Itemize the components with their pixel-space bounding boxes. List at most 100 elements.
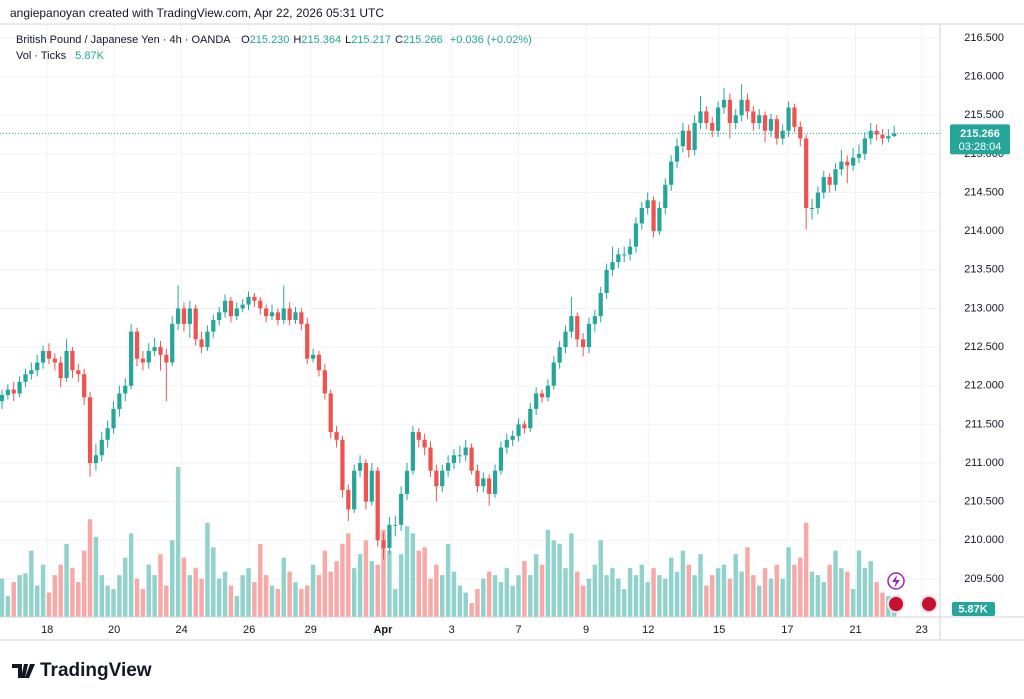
volume-bar: [686, 564, 692, 617]
candle-body: [46, 350, 52, 359]
candle-body: [252, 296, 257, 301]
volume-bar: [833, 550, 838, 617]
candle-body: [721, 99, 727, 108]
plot-area: [0, 24, 940, 617]
candle-body: [892, 133, 897, 137]
volume-bar: [140, 589, 146, 617]
volume-bar: [228, 585, 234, 617]
volume-bar: [850, 589, 856, 617]
volume-bar: [821, 582, 827, 617]
candle-body: [434, 470, 439, 487]
volume-bar: [240, 575, 245, 617]
x-tick-label: 9: [583, 624, 589, 636]
candle-body: [674, 146, 680, 162]
candle-body: [316, 354, 322, 371]
volume-bar: [522, 561, 527, 617]
volume-bar: [645, 582, 650, 617]
volume-bar: [710, 575, 715, 617]
volume-tag: [952, 602, 995, 616]
volume-bar: [222, 571, 228, 617]
volume-title: Vol · Ticks: [16, 50, 67, 62]
x-tick-label: 15: [713, 624, 725, 636]
candle-body: [440, 470, 445, 487]
volume-bar: [105, 585, 110, 617]
volume-bar: [357, 554, 363, 617]
candle-body: [481, 478, 486, 487]
candle-body: [393, 524, 398, 526]
candle-body: [269, 312, 275, 317]
candle-body: [146, 350, 151, 363]
candle-body: [534, 393, 539, 409]
volume-bar: [340, 543, 345, 617]
candle-body: [17, 381, 22, 394]
volume-bar: [768, 578, 774, 617]
volume-bar: [158, 554, 163, 617]
candle-body: [375, 470, 380, 541]
candle-body: [733, 115, 738, 123]
volume-bar: [463, 592, 468, 617]
volume-bar: [193, 568, 198, 617]
candle-body: [727, 99, 732, 123]
candle-body: [633, 223, 639, 247]
volume-bar: [528, 575, 533, 617]
volume-bar: [475, 589, 480, 617]
volume-bar: [721, 564, 727, 617]
flag-icon[interactable]: [920, 595, 938, 613]
candle-body: [833, 169, 838, 185]
candle-body: [52, 358, 57, 363]
volume-bar: [169, 540, 175, 617]
volume-bar: [668, 557, 674, 617]
x-tick-label: 24: [175, 624, 187, 636]
volume-bar: [809, 571, 815, 617]
legend-value: 215.266: [403, 34, 443, 46]
candle-body: [610, 262, 615, 270]
volume-bar: [486, 571, 492, 617]
volume-bar: [551, 540, 556, 617]
x-tick-label: 29: [305, 624, 317, 636]
candle-body: [622, 254, 627, 256]
candle-body: [352, 470, 357, 510]
volume-bar: [586, 578, 592, 617]
candle-body: [686, 130, 691, 151]
volume-bar: [134, 578, 140, 617]
candle-body: [35, 362, 40, 371]
candle-body: [792, 107, 797, 127]
volume-bar: [64, 543, 69, 617]
volume-bar: [99, 575, 105, 617]
volume-bar: [422, 547, 427, 617]
candle-body: [275, 312, 280, 321]
candle-body: [70, 350, 75, 371]
candle-body: [387, 524, 392, 548]
candle-body: [5, 389, 10, 395]
volume-bar: [786, 547, 791, 617]
x-tick-label: 21: [849, 624, 861, 636]
volume-bar: [87, 519, 93, 617]
volume-bar: [76, 582, 81, 617]
candle-body: [522, 424, 527, 429]
candle-body: [669, 161, 674, 185]
candle-body: [111, 408, 116, 429]
volume-bar: [187, 575, 193, 617]
volume-bar: [504, 568, 510, 617]
volume-bar: [651, 568, 656, 617]
volume-bar: [40, 564, 46, 617]
candle-body: [445, 462, 451, 471]
y-tick-label: 209.500: [964, 573, 1004, 585]
candle-body: [287, 308, 292, 321]
volume-bar: [657, 575, 662, 617]
candle-body: [651, 200, 656, 232]
volume-legend: Vol · Ticks 5.87K: [16, 50, 105, 62]
candle-body: [716, 107, 721, 131]
volume-bar: [580, 585, 586, 617]
y-tick-label: 211.500: [965, 418, 1004, 430]
legend-value: 215.230: [250, 34, 290, 46]
legend-value: 215.217: [351, 34, 391, 46]
flag-icon[interactable]: [887, 595, 905, 613]
y-tick-label: 214.500: [964, 186, 1004, 198]
volume-bar: [199, 578, 204, 617]
candle-body: [475, 470, 480, 487]
candle-body: [305, 323, 310, 359]
candle-body: [663, 184, 668, 208]
logo-mark: [12, 664, 35, 678]
